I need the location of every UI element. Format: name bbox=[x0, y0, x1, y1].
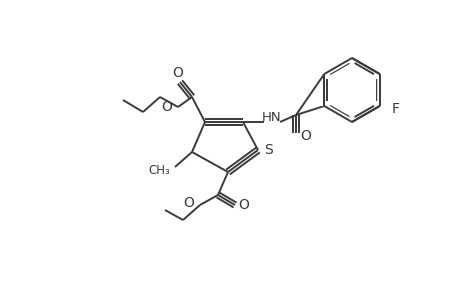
Text: O: O bbox=[161, 100, 172, 114]
Text: O: O bbox=[238, 198, 249, 212]
Text: O: O bbox=[183, 196, 194, 210]
Text: O: O bbox=[172, 66, 183, 80]
Text: S: S bbox=[264, 143, 273, 157]
Text: O: O bbox=[300, 129, 311, 143]
Text: HN: HN bbox=[262, 110, 281, 124]
Text: CH₃: CH₃ bbox=[148, 164, 169, 176]
Text: F: F bbox=[391, 102, 399, 116]
